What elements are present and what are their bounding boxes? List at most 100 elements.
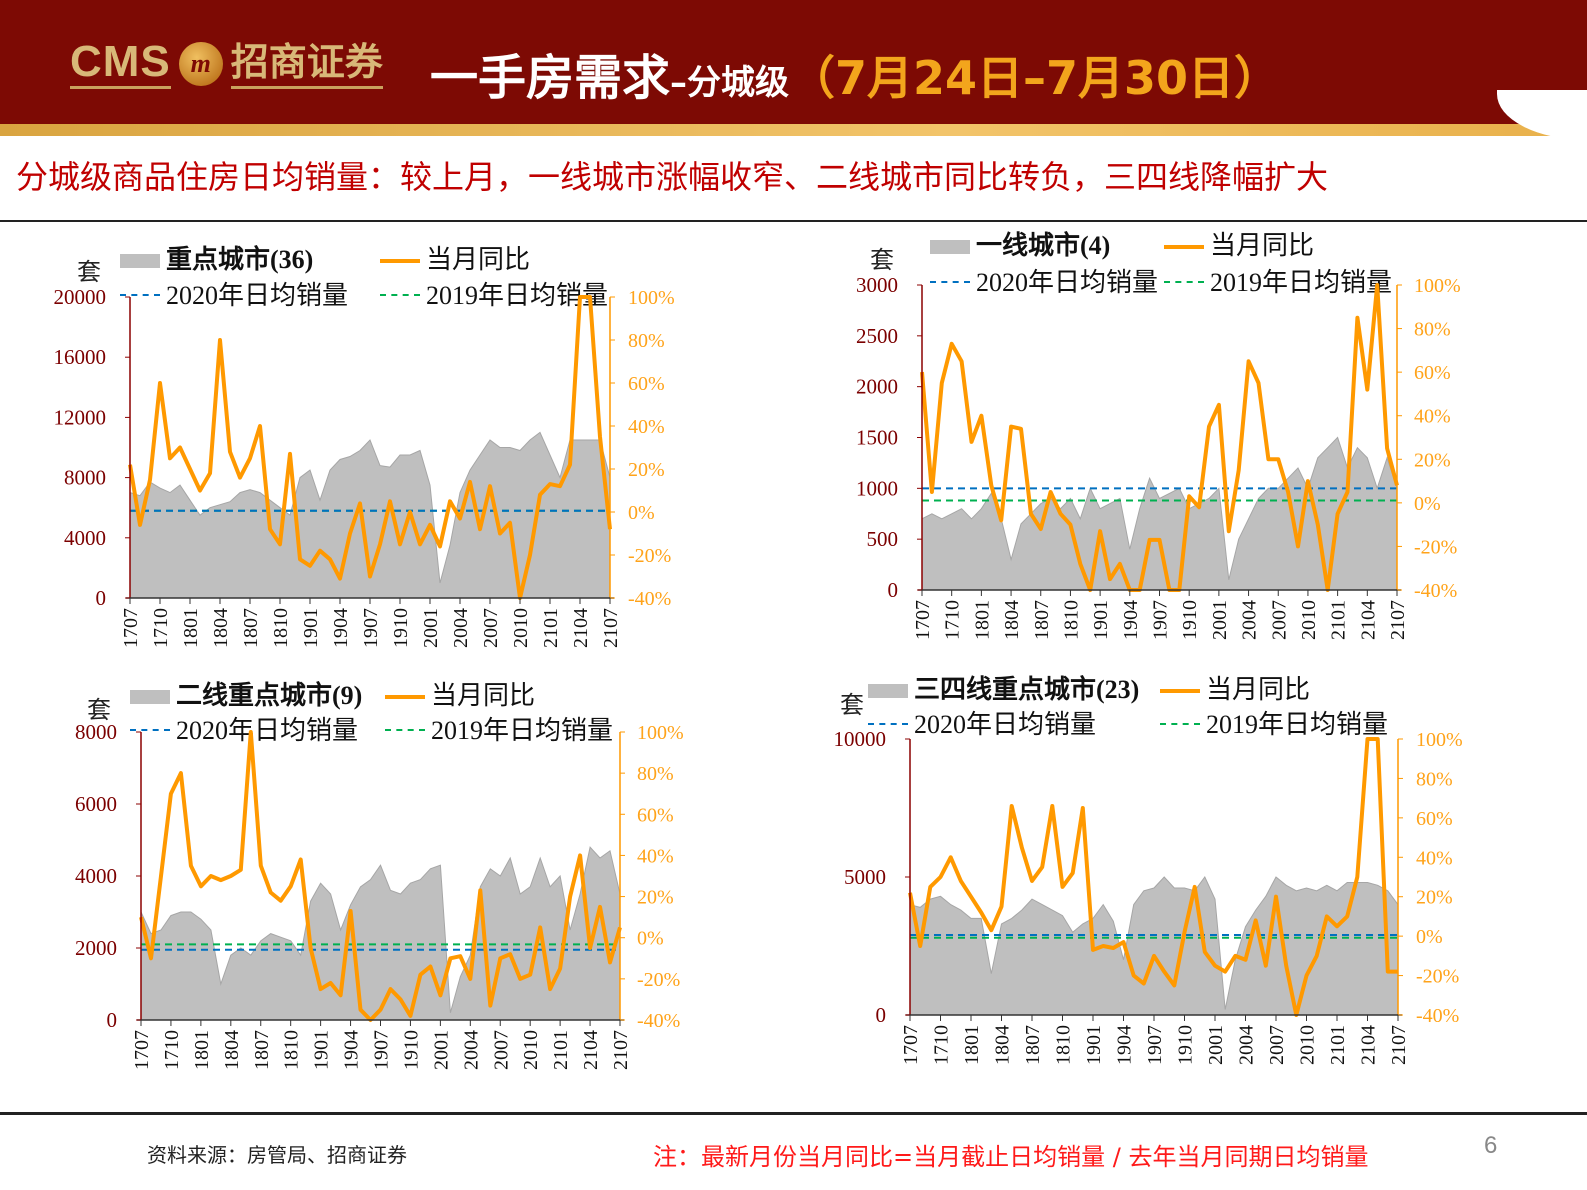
legend-avg2019-swatch (380, 294, 420, 296)
right-tick-label: 40% (628, 416, 665, 438)
left-tick-label: 10000 (834, 727, 887, 751)
x-tick-label: 1907 (360, 608, 382, 648)
legend-yoy-swatch (1164, 245, 1204, 249)
right-tick-label: 100% (1416, 729, 1463, 751)
right-tick-label: 0% (637, 928, 664, 950)
x-tick-label: 1804 (221, 1030, 243, 1070)
left-tick-label: 20000 (54, 285, 107, 309)
footnote: 注：最新月份当月同比=当月截止日均销量 / 去年当月同期日均销量 (653, 1143, 1369, 1171)
x-tick-label: 1801 (191, 1030, 213, 1070)
cms-logo: CMS m 招商证券 (70, 38, 383, 89)
x-tick-label: 2107 (1388, 1025, 1410, 1065)
x-tick-label: 2010 (520, 1030, 542, 1070)
left-tick-label: 16000 (54, 345, 107, 369)
x-tick-label: 2101 (540, 608, 562, 648)
right-tick-label: 100% (637, 722, 684, 744)
x-tick-label: 1807 (1022, 1025, 1044, 1065)
x-tick-label: 1707 (912, 600, 934, 640)
x-tick-label: 1810 (270, 608, 292, 648)
right-tick-label: -20% (628, 545, 671, 567)
right-tick-label: -40% (637, 1010, 680, 1032)
x-tick-label: 2104 (570, 608, 592, 648)
right-tick-label: 60% (1414, 362, 1451, 384)
right-tick-label: 0% (1416, 926, 1443, 948)
right-tick-label: 80% (628, 330, 665, 352)
right-tick-label: 100% (628, 287, 675, 309)
unit-label: 套 (77, 260, 101, 286)
right-tick-label: -20% (637, 969, 680, 991)
x-tick-label: 1710 (150, 608, 172, 648)
x-tick-label: 1807 (240, 608, 262, 648)
x-tick-label: 1710 (161, 1030, 183, 1070)
x-tick-label: 2007 (480, 608, 502, 648)
title-date: （7月24日–7月30日） (789, 51, 1281, 105)
left-tick-label: 0 (96, 586, 107, 610)
page-number: 6 (1484, 1132, 1498, 1159)
x-tick-label: 2001 (430, 1030, 452, 1070)
left-tick-label: 12000 (54, 405, 107, 429)
divider-bottom (0, 1112, 1587, 1115)
left-tick-label: 8000 (64, 466, 106, 490)
x-tick-label: 1707 (120, 608, 142, 648)
legend-area-swatch (868, 684, 908, 698)
right-tick-label: -40% (1416, 1005, 1459, 1027)
right-tick-label: 100% (1414, 275, 1461, 297)
legend-yoy-label: 当月同比 (1206, 675, 1311, 704)
x-tick-label: 1904 (330, 608, 352, 648)
x-tick-label: 1910 (1175, 1025, 1197, 1065)
logo-emblem-icon: m (178, 41, 223, 86)
x-tick-label: 1907 (1144, 1025, 1166, 1065)
legend-avg2020-label: 2020年日均销量 (166, 281, 349, 310)
legend-avg2020-label: 2020年日均销量 (176, 716, 359, 745)
legend-avg2019-label: 2019年日均销量 (1210, 268, 1393, 297)
x-tick-label: 1901 (311, 1030, 333, 1070)
legend-yoy-label: 当月同比 (426, 245, 531, 274)
x-tick-label: 2010 (1297, 1025, 1319, 1065)
x-tick-label: 1910 (390, 608, 412, 648)
x-tick-label: 1810 (1053, 1025, 1075, 1065)
x-tick-label: 1801 (961, 1025, 983, 1065)
right-tick-label: 20% (628, 459, 665, 481)
left-tick-label: 6000 (75, 792, 117, 816)
x-tick-label: 2107 (600, 608, 622, 648)
divider-top (0, 220, 1587, 222)
right-tick-label: 0% (1414, 493, 1441, 515)
legend-avg2020-swatch (130, 729, 170, 731)
legend-avg2019-swatch (1164, 281, 1204, 283)
legend-area-swatch (120, 254, 160, 268)
x-tick-label: 1710 (942, 600, 964, 640)
left-tick-label: 4000 (75, 864, 117, 888)
x-tick-label: 2010 (510, 608, 532, 648)
legend-yoy-swatch (385, 695, 425, 699)
x-tick-label: 2001 (1205, 1025, 1227, 1065)
x-tick-label: 2010 (1298, 600, 1320, 640)
left-tick-label: 0 (107, 1008, 118, 1032)
legend-area-label: 三四线重点城市(23) (914, 675, 1140, 704)
x-tick-label: 1804 (1001, 600, 1023, 640)
x-tick-label: 2101 (550, 1030, 572, 1070)
x-tick-label: 1904 (341, 1030, 363, 1070)
legend-avg2020-label: 2020年日均销量 (976, 268, 1159, 297)
left-tick-label: 1000 (856, 476, 898, 500)
x-tick-label: 2004 (1239, 600, 1261, 640)
right-tick-label: 40% (1416, 847, 1453, 869)
right-tick-label: -40% (1414, 580, 1457, 602)
logo-cn-text: 招商证券 (230, 38, 383, 89)
left-tick-label: 500 (867, 527, 899, 551)
right-tick-label: 80% (1416, 768, 1453, 790)
x-tick-label: 1801 (971, 600, 993, 640)
legend-area-swatch (930, 240, 970, 254)
x-tick-label: 1707 (131, 1030, 153, 1070)
header-gold-strip (0, 124, 1587, 136)
right-tick-label: 40% (637, 845, 674, 867)
slide-subtitle: 分城级商品住房日均销量：较上月，一线城市涨幅收窄、二线城市同比转负，三四线降幅扩… (16, 158, 1329, 196)
x-tick-label: 2107 (1387, 600, 1409, 640)
left-tick-label: 3000 (856, 273, 898, 297)
legend-area-swatch (130, 690, 170, 704)
left-tick-label: 5000 (844, 865, 886, 889)
right-tick-label: 20% (637, 887, 674, 909)
x-tick-label: 2001 (1209, 600, 1231, 640)
unit-label: 套 (87, 698, 111, 724)
legend-avg2020-swatch (868, 723, 908, 725)
